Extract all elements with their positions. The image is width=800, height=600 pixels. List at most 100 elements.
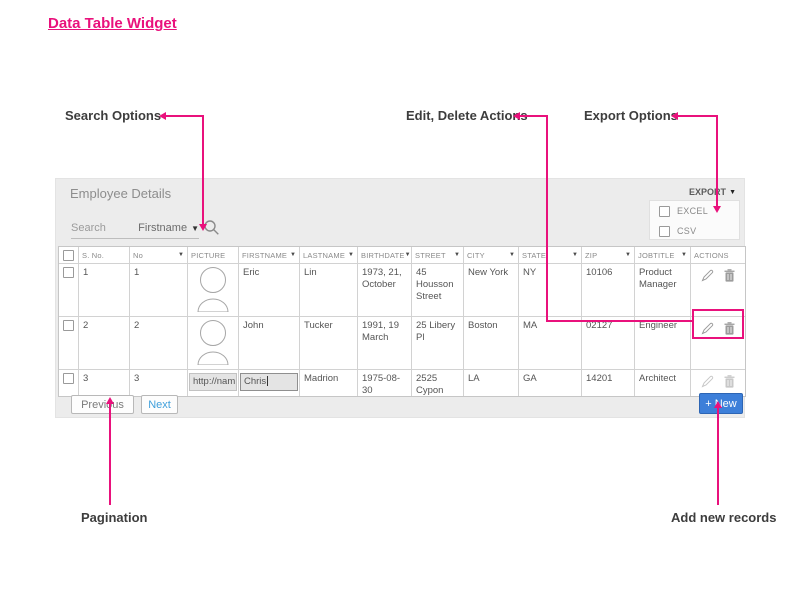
- cell-firstname: Eric: [239, 264, 300, 316]
- cell-no: 2: [130, 317, 188, 369]
- filter-icon[interactable]: ▼: [509, 252, 515, 258]
- column-header-state: STATE ▼: [519, 247, 582, 263]
- annotation-line: [519, 115, 548, 117]
- column-header-city: CITY ▼: [464, 247, 519, 263]
- select-all-checkbox[interactable]: [63, 249, 74, 261]
- previous-button[interactable]: Previous: [71, 395, 134, 414]
- cell-firstname: Chris: [239, 370, 300, 396]
- annotation-line: [717, 408, 719, 505]
- annotation-edit-delete: Edit, Delete Actions: [406, 108, 528, 123]
- cell-no: 1: [130, 264, 188, 316]
- table-header-row: S. No. No ▼ PICTURE FIRSTNAME ▼ LASTNAME ▼ BIRTH…: [59, 247, 745, 264]
- annotation-line: [546, 320, 692, 322]
- checkbox[interactable]: [659, 225, 670, 237]
- search-field-selector[interactable]: Firstname ▼: [138, 222, 199, 234]
- arrowhead-icon: [671, 112, 678, 120]
- cell-birthdate: 1973, 21, October: [358, 264, 412, 316]
- cell-picture: [188, 264, 239, 316]
- employee-table: S. No. No ▼ PICTURE FIRSTNAME ▼ LASTNAME ▼ BIRTH…: [58, 246, 746, 397]
- filter-icon[interactable]: ▼: [348, 252, 354, 258]
- column-label: STREET: [415, 250, 446, 260]
- column-header-zip: ZIP ▼: [582, 247, 635, 263]
- cell-lastname: Tucker: [300, 317, 358, 369]
- cell-lastname: Lin: [300, 264, 358, 316]
- column-header-jobtitle: JOBTITLE ▼: [635, 247, 691, 263]
- employee-panel: Employee Details EXPORT ▼ EXCEL CSV Searc…: [55, 178, 746, 418]
- checkbox[interactable]: [659, 205, 670, 217]
- arrowhead-icon: [159, 112, 166, 120]
- filter-icon[interactable]: ▼: [572, 252, 578, 258]
- edit-icon[interactable]: [701, 375, 714, 388]
- column-label: JOBTITLE: [638, 250, 675, 260]
- arrowhead-icon: [513, 112, 520, 120]
- filter-icon[interactable]: ▼: [178, 252, 184, 258]
- export-menu: EXCEL CSV: [649, 200, 740, 240]
- filter-icon[interactable]: ▼: [681, 252, 687, 258]
- row-checkbox[interactable]: [63, 373, 74, 384]
- firstname-input[interactable]: Chris: [240, 373, 298, 391]
- cell-street: 2525 Cypon: [412, 370, 464, 396]
- annotation-pagination: Pagination: [81, 510, 148, 525]
- cell-firstname: John: [239, 317, 300, 369]
- row-checkbox[interactable]: [63, 267, 74, 278]
- annotation-line: [202, 115, 204, 225]
- filter-icon[interactable]: ▼: [454, 252, 460, 258]
- column-header-firstname: FIRSTNAME ▼: [239, 247, 300, 263]
- annotation-line: [165, 115, 204, 117]
- export-option-csv[interactable]: CSV: [650, 221, 739, 241]
- edit-icon[interactable]: [701, 322, 714, 335]
- annotation-line: [109, 404, 111, 505]
- table-row: 2 2 John Tucker 1991, 19 March 25 Libery Pl Bo…: [59, 317, 745, 370]
- cell-actions: [691, 370, 745, 396]
- column-header-actions: ACTIONS: [691, 247, 745, 263]
- search-input[interactable]: Search Firstname ▼: [71, 218, 199, 239]
- column-header-no: No ▼: [130, 247, 188, 263]
- cell-city: LA: [464, 370, 519, 396]
- cell-birthdate: 1991, 19 March: [358, 317, 412, 369]
- cell-cb: [59, 264, 79, 316]
- cell-jobtitle: Engineer: [635, 317, 691, 369]
- column-label: BIRTHDATE: [361, 250, 405, 260]
- cell-street: 25 Libery Pl: [412, 317, 464, 369]
- cell-jobtitle: Architect: [635, 370, 691, 396]
- page-title[interactable]: Data Table Widget: [48, 15, 177, 32]
- column-header-street: STREET ▼: [412, 247, 464, 263]
- cell-lastname: Madrion: [300, 370, 358, 396]
- cell-zip: 02127: [582, 317, 635, 369]
- edit-icon[interactable]: [701, 269, 714, 282]
- column-label: STATE: [522, 250, 547, 260]
- annotation-line: [677, 115, 718, 117]
- column-header-birthdate: BIRTHDATE ▼: [358, 247, 412, 263]
- avatar-icon: [197, 320, 229, 365]
- column-label: LASTNAME: [303, 250, 346, 260]
- delete-icon[interactable]: [724, 375, 735, 388]
- picture-url-input[interactable]: http://nam: [189, 373, 237, 391]
- cell-city: Boston: [464, 317, 519, 369]
- avatar-icon: [197, 267, 229, 312]
- arrowhead-icon: [199, 224, 207, 231]
- panel-title: Employee Details: [70, 186, 172, 201]
- next-button[interactable]: Next: [141, 395, 178, 414]
- export-option-label: CSV: [677, 226, 697, 236]
- export-dropdown-toggle[interactable]: EXPORT ▼: [689, 187, 736, 197]
- filter-icon[interactable]: ▼: [290, 252, 296, 258]
- cell-no: 3: [130, 370, 188, 396]
- column-label: CITY: [467, 250, 485, 260]
- cell-cb: [59, 370, 79, 396]
- cell-actions: [691, 264, 745, 316]
- filter-icon[interactable]: ▼: [404, 252, 411, 258]
- filter-icon[interactable]: ▼: [625, 252, 631, 258]
- row-checkbox[interactable]: [63, 320, 74, 331]
- delete-icon[interactable]: [724, 322, 735, 335]
- table-row: 3 3 http://nam Chris Madrion 1975-08-30 2525 C…: [59, 370, 745, 396]
- arrowhead-icon: [106, 397, 114, 404]
- export-option-excel[interactable]: EXCEL: [650, 201, 739, 221]
- cell-state: MA: [519, 317, 582, 369]
- annotation-export-options: Export Options: [584, 108, 678, 123]
- cell-state: NY: [519, 264, 582, 316]
- cell-picture: http://nam: [188, 370, 239, 396]
- delete-icon[interactable]: [724, 269, 735, 282]
- cell-state: GA: [519, 370, 582, 396]
- arrowhead-icon: [713, 206, 721, 213]
